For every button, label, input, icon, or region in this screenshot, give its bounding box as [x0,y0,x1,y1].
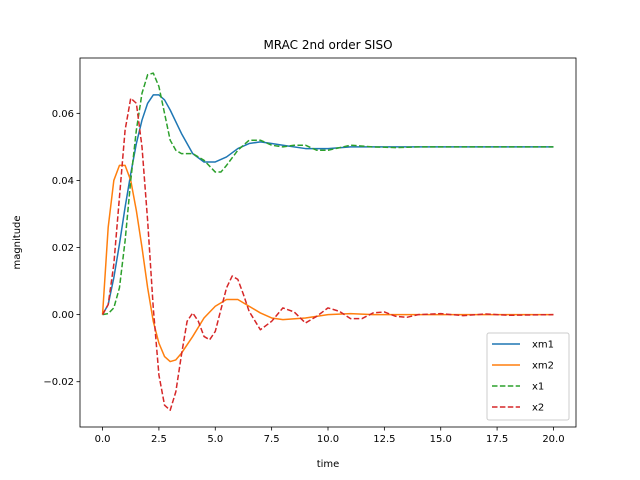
y-tick-label: 0.00 [52,310,74,321]
x-tick-label: 20.0 [542,434,564,445]
legend: xm1 xm2 x1 x2 [486,332,570,421]
chart-title: MRAC 2nd order SISO [263,38,392,52]
x-tick-label: 12.5 [373,434,395,445]
x-tick-label: 7.5 [264,434,280,445]
series-line-x2 [101,97,554,411]
legend-label-x1: x1 [532,382,544,393]
y-axis-label: magnitude [12,215,23,269]
series-line-xm1 [101,94,554,315]
y-tick-label: 0.04 [52,176,74,187]
x-axis-ticks: 0.0 2.5 5.0 7.5 10.0 12.5 15.0 17.5 20.0 [95,427,565,445]
series-line-xm2 [101,164,554,363]
x-axis-label: time [317,459,340,470]
legend-label-xm1: xm1 [532,340,554,351]
series-layer [101,72,554,411]
x-tick-label: 5.0 [207,434,223,445]
legend-label-x2: x2 [532,403,544,414]
x-tick-label: 17.5 [486,434,508,445]
x-tick-label: 2.5 [151,434,167,445]
plot-area [79,57,577,428]
series-line-x1 [102,72,554,316]
x-tick-label: 0.0 [95,434,111,445]
y-axis-ticks: −0.02 0.00 0.02 0.04 0.06 [43,109,80,388]
legend-frame [486,332,570,421]
y-tick-label: 0.02 [52,243,74,254]
x-tick-label: 15.0 [430,434,452,445]
legend-label-xm2: xm2 [532,361,554,372]
y-tick-label: 0.06 [52,109,74,120]
y-tick-label: −0.02 [43,377,74,388]
x-tick-label: 10.0 [317,434,339,445]
